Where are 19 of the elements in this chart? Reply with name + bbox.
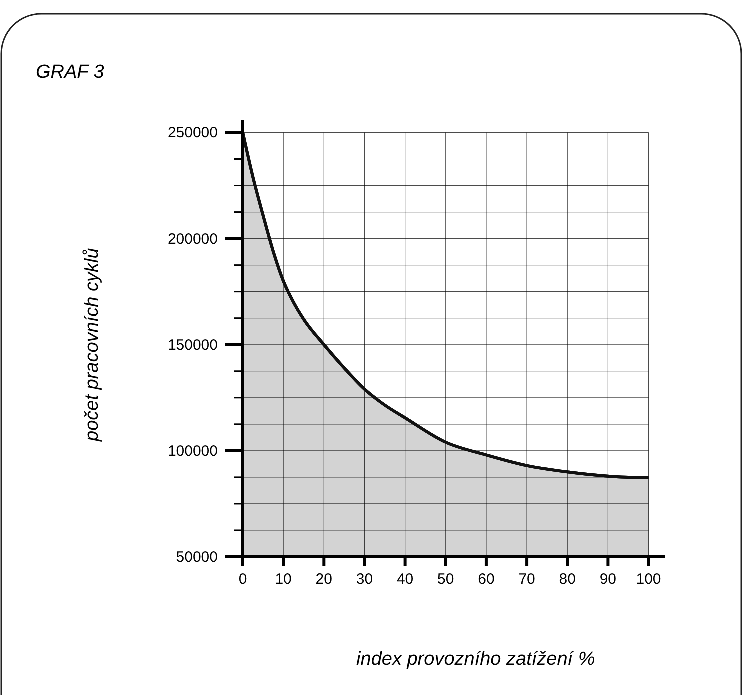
text: GRAF 3: [36, 62, 105, 83]
x-tick-label: 0: [238, 571, 248, 588]
y-tick-label: 200000: [168, 230, 218, 248]
x-tick-label: 20: [316, 571, 332, 588]
x-tick-label: 40: [396, 571, 414, 588]
y-tick-label: 150000: [168, 336, 218, 354]
y-tick-label: 50000: [176, 549, 218, 566]
x-tick-label: 90: [600, 571, 617, 588]
x-tick-label: 80: [559, 571, 576, 588]
x-tick-label: 30: [356, 571, 374, 588]
y-tick-label: 250000: [168, 124, 218, 142]
x-tick-label: 10: [275, 571, 292, 588]
x-tick-label: 60: [478, 571, 495, 588]
x-tick-label: 50: [438, 571, 454, 588]
x-tick-label: 100: [636, 571, 662, 588]
y-axis-title: počet pracovních cyklů: [82, 248, 103, 442]
y-tick-label: 100000: [168, 442, 218, 460]
x-tick-label: 70: [518, 571, 536, 588]
x-axis-title: index provozního zatížení %: [356, 649, 596, 670]
